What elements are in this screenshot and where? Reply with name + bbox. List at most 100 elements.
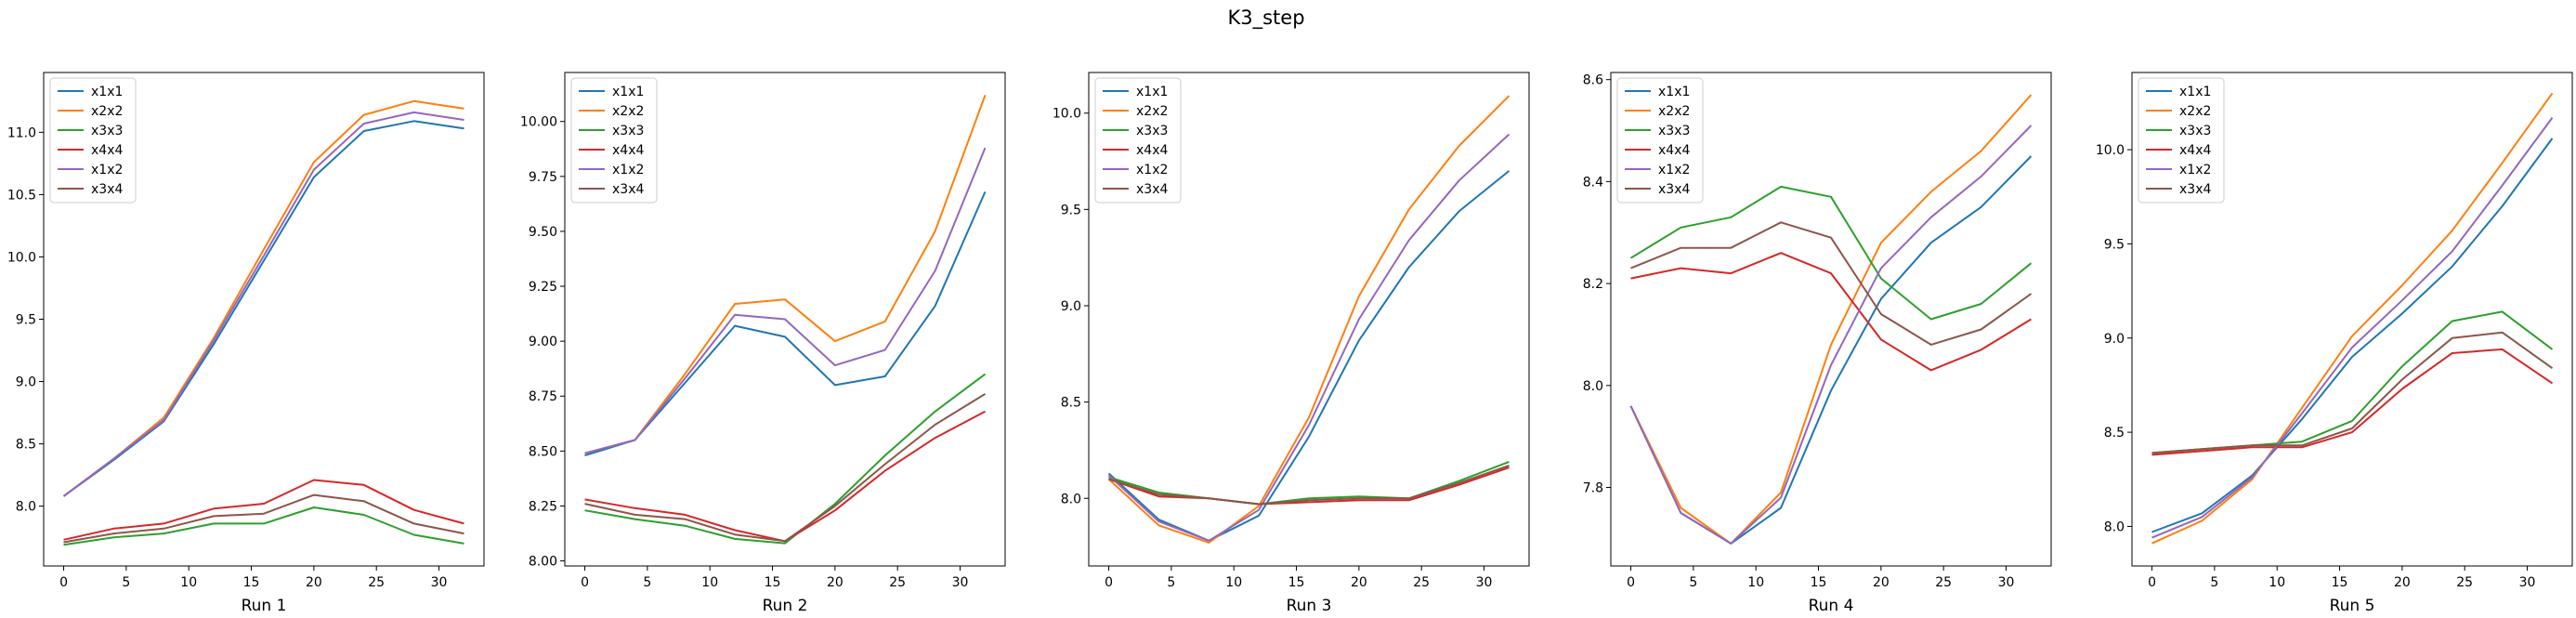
legend-label-x4x4: x4x4 — [1136, 143, 1168, 158]
x-tick-label: 30 — [1998, 575, 2015, 590]
x-tick-label: 5 — [2210, 575, 2218, 590]
x-tick-label: 25 — [2456, 575, 2473, 590]
plot-frame — [1610, 72, 2052, 567]
x-tick-label: 0 — [2148, 575, 2156, 590]
plot-frame — [564, 72, 1006, 567]
series-line-x2x2 — [1107, 95, 1510, 544]
x-tick-label: 30 — [952, 575, 969, 590]
legend-label-x1x2: x1x2 — [91, 163, 123, 178]
x-tick-label: 10 — [180, 575, 197, 590]
y-tick-label: 9.5 — [2104, 237, 2125, 252]
x-axis-label: Run 5 — [2330, 597, 2375, 615]
y-tick-label: 9.25 — [529, 280, 557, 295]
y-tick-label: 9.00 — [529, 335, 557, 349]
series-line-x1x1 — [1629, 155, 2033, 545]
series-line-x3x4 — [584, 393, 987, 543]
x-tick-label: 25 — [889, 575, 906, 590]
x-tick-label: 25 — [368, 575, 385, 590]
x-tick-label: 10 — [1747, 575, 1764, 590]
legend-label-x3x3: x3x3 — [2179, 124, 2211, 138]
legend: x1x1 x2x2 x3x3 x4x4 x1x2 x3x4 — [1616, 77, 1704, 204]
legend-box — [2138, 77, 2225, 204]
series-line-x1x2 — [1629, 125, 2033, 545]
legend-label-x2x2: x2x2 — [1136, 104, 1168, 119]
legend: x1x1 x2x2 x3x3 x4x4 x1x2 x3x4 — [2138, 77, 2225, 204]
y-tick-label: 9.75 — [529, 170, 557, 185]
legend-label-x1x2: x1x2 — [2179, 163, 2211, 178]
y-tick-label: 8.0 — [1061, 492, 1081, 506]
legend-label-x3x3: x3x3 — [91, 124, 123, 138]
legend-label-x4x4: x4x4 — [612, 143, 644, 158]
y-tick-label: 9.0 — [1061, 299, 1081, 314]
series-line-x1x2 — [1107, 133, 1510, 542]
legend-label-x1x2: x1x2 — [1658, 163, 1690, 178]
plot-frame — [1088, 72, 1530, 567]
x-tick-label: 15 — [1288, 575, 1305, 590]
y-tick-label: 8.0 — [16, 500, 36, 515]
series-line-x3x4 — [63, 493, 464, 544]
legend-box — [1094, 77, 1182, 204]
series-line-x3x3 — [1108, 460, 1510, 506]
x-axis-label: Run 1 — [242, 597, 287, 615]
legend-label-x1x2: x1x2 — [612, 163, 644, 178]
x-axis-label: Run 3 — [1287, 597, 1332, 615]
x-tick-label: 25 — [1413, 575, 1430, 590]
legend-label-x4x4: x4x4 — [91, 143, 123, 158]
x-tick-label: 15 — [765, 575, 781, 590]
y-tick-label: 8.5 — [1061, 396, 1081, 411]
x-tick-label: 5 — [1167, 575, 1175, 590]
legend: x1x1 x2x2 x3x3 x4x4 x1x2 x3x4 — [1094, 77, 1182, 204]
legend-label-x2x2: x2x2 — [2179, 104, 2211, 119]
series-line-x3x3 — [63, 506, 464, 546]
legend-label-x2x2: x2x2 — [91, 104, 123, 119]
x-tick-label: 15 — [2332, 575, 2348, 590]
legend-label-x1x2: x1x2 — [1136, 163, 1168, 178]
series-line-x1x2 — [2151, 117, 2554, 539]
series-line-x1x2 — [62, 111, 464, 497]
legend-label-x1x1: x1x1 — [612, 85, 644, 99]
x-tick-label: 0 — [581, 575, 589, 590]
y-tick-label: 9.0 — [16, 375, 36, 390]
legend: x1x1 x2x2 x3x3 x4x4 x1x2 x3x4 — [570, 77, 658, 204]
legend-label-x3x3: x3x3 — [1658, 124, 1690, 138]
series-line-x4x4 — [1108, 467, 1510, 506]
x-tick-label: 25 — [1935, 575, 1952, 590]
series-line-x4x4 — [1630, 252, 2033, 372]
y-tick-label: 10.00 — [520, 115, 557, 130]
legend-label-x3x4: x3x4 — [91, 182, 123, 197]
x-tick-label: 30 — [1476, 575, 1493, 590]
legend-label-x1x1: x1x1 — [2179, 85, 2211, 99]
y-tick-label: 8.4 — [1583, 175, 1603, 190]
x-tick-label: 10 — [701, 575, 718, 590]
x-axis-label: Run 2 — [763, 597, 808, 615]
series-line-x4x4 — [63, 479, 464, 541]
y-tick-label: 9.5 — [1061, 203, 1081, 217]
x-tick-label: 0 — [1627, 575, 1635, 590]
series-line-x2x2 — [1629, 94, 2033, 545]
series-line-x3x4 — [1630, 221, 2033, 346]
subplot-run-4: 0 5 10 15 20 25 30 7.8 8.0 8.2 8.4 8.6 Run 4 x1x1 x2x2… — [1583, 72, 2052, 615]
y-tick-label: 10.0 — [2096, 143, 2125, 158]
y-tick-label: 9.0 — [2104, 332, 2125, 347]
legend-label-x3x4: x3x4 — [2179, 182, 2211, 197]
series-line-x4x4 — [584, 410, 986, 543]
x-tick-label: 10 — [2269, 575, 2285, 590]
x-tick-label: 15 — [1811, 575, 1827, 590]
series-line-x1x1 — [1107, 170, 1510, 542]
y-tick-label: 8.75 — [529, 389, 557, 404]
series-line-x3x3 — [584, 373, 987, 545]
subplot-run-3: 0 5 10 15 20 25 30 8.0 8.5 9.0 9.5 10.0 Run 3 x1x1 x2x… — [1053, 72, 1530, 615]
y-tick-label: 10.0 — [1053, 107, 1081, 122]
legend: x1x1 x2x2 x3x3 x4x4 x1x2 x3x4 — [49, 77, 137, 204]
y-tick-label: 8.5 — [2104, 426, 2125, 440]
legend-box — [49, 77, 137, 204]
y-tick-label: 8.0 — [1583, 379, 1603, 394]
subplot-run-5: 0 5 10 15 20 25 30 8.0 8.5 9.0 9.5 10.0 Run 5 x1x1 x2x… — [2096, 72, 2573, 615]
plot-frame — [2131, 72, 2573, 567]
legend-label-x2x2: x2x2 — [612, 104, 644, 119]
series-line-x3x4 — [2151, 331, 2554, 454]
x-axis-label: Run 4 — [1809, 597, 1854, 615]
subplot-run-1: 0 5 10 15 20 25 30 8.0 8.5 9.0 9.5 10.0 10.5 11.0 Run … — [7, 72, 485, 615]
legend-label-x3x4: x3x4 — [1136, 182, 1168, 197]
